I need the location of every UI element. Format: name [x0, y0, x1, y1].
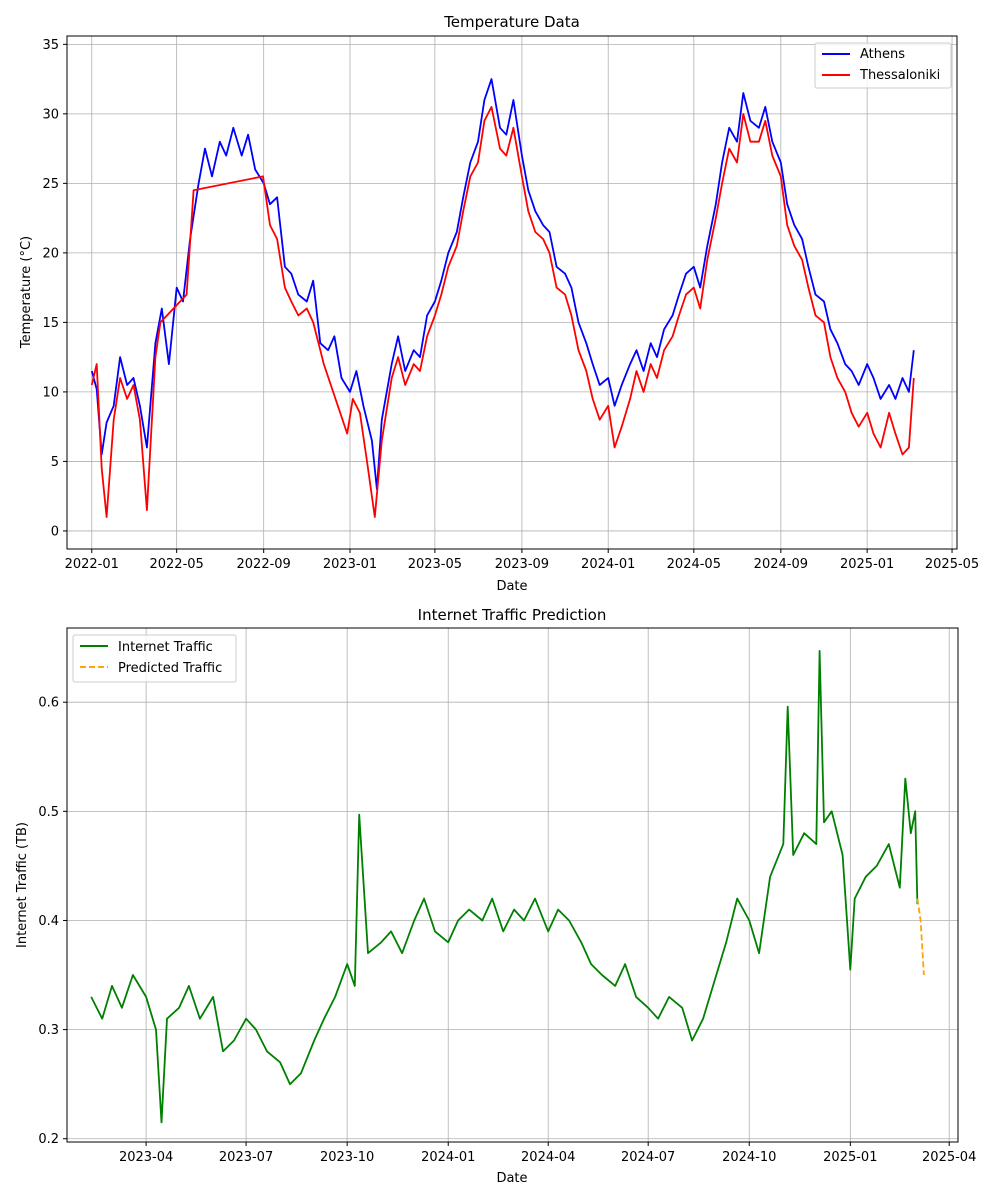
legend-label-predicted-traffic: Predicted Traffic	[118, 661, 222, 676]
y-tick-label: 0.4	[38, 914, 59, 929]
y-tick-label: 20	[42, 246, 59, 261]
x-tick-label: 2025-04	[922, 1150, 976, 1165]
y-tick-label: 0.3	[38, 1023, 59, 1038]
series-line-internet-traffic	[90, 650, 919, 1124]
legend: Internet Traffic Predicted Traffic	[72, 634, 237, 683]
x-tick-label: 2022-09	[237, 557, 291, 572]
y-tick-label: 25	[42, 177, 59, 192]
traffic-panel: Internet Traffic Prediction 2023-04 2023-…	[15, 606, 976, 1186]
y-tick-label: 5	[51, 455, 59, 470]
x-tick-label: 2024-05	[667, 557, 721, 572]
x-tick-label: 2023-01	[323, 557, 377, 572]
x-tick-label: 2022-01	[65, 557, 119, 572]
temperature-panel: Temperature Data 2022-01 2022-05 2022-09 20…	[19, 13, 979, 594]
series-line-predicted-traffic	[916, 898, 925, 976]
series-line-thessaloniki	[90, 106, 915, 518]
legend-label-athens: Athens	[860, 47, 905, 62]
legend: Athens Thessaloniki	[814, 42, 952, 89]
chart-title: Temperature Data	[443, 13, 580, 31]
x-tick-label: 2023-10	[320, 1150, 374, 1165]
plot-frame	[66, 627, 959, 1143]
legend-label-internet-traffic: Internet Traffic	[118, 640, 213, 655]
y-tick-label: 0.5	[38, 805, 59, 820]
x-tick-label: 2024-04	[521, 1150, 575, 1165]
x-axis-label: Date	[496, 579, 527, 594]
y-tick-label: 30	[42, 107, 59, 122]
x-axis-label: Date	[496, 1171, 527, 1186]
x-axis-ticks: 2023-04 2023-07 2023-10 2024-01 2024-04 2024-…	[119, 1142, 976, 1165]
x-tick-label: 2023-09	[495, 557, 549, 572]
x-tick-label: 2024-01	[581, 557, 635, 572]
x-tick-label: 2024-10	[722, 1150, 776, 1165]
x-tick-label: 2022-05	[149, 557, 203, 572]
x-tick-label: 2023-07	[219, 1150, 273, 1165]
y-tick-label: 0.6	[38, 696, 59, 711]
y-axis-label: Temperature (°C)	[19, 236, 34, 349]
chart-title: Internet Traffic Prediction	[418, 606, 607, 624]
x-tick-label: 2025-01	[823, 1150, 877, 1165]
legend-box	[72, 634, 237, 683]
series-line-athens	[90, 78, 915, 491]
plot-frame	[66, 35, 958, 550]
x-axis-ticks: 2022-01 2022-05 2022-09 2023-01 2023-05 2023-…	[65, 549, 979, 572]
x-tick-label: 2024-07	[621, 1150, 675, 1165]
y-axis-ticks: 0 5 10 15 20 25 30 35	[42, 38, 67, 539]
x-tick-label: 2025-01	[840, 557, 894, 572]
x-tick-label: 2025-05	[925, 557, 979, 572]
y-tick-label: 15	[42, 316, 59, 331]
legend-label-thessaloniki: Thessaloniki	[859, 68, 940, 83]
y-tick-label: 35	[42, 38, 59, 53]
series-layer	[90, 650, 925, 1124]
y-axis-label: Internet Traffic (TB)	[15, 822, 30, 948]
x-tick-label: 2023-04	[119, 1150, 173, 1165]
series-layer	[90, 78, 915, 518]
grid-lines	[67, 36, 957, 549]
x-tick-label: 2024-09	[754, 557, 808, 572]
y-tick-label: 10	[42, 385, 59, 400]
grid-lines	[67, 628, 958, 1142]
x-tick-label: 2024-01	[421, 1150, 475, 1165]
y-tick-label: 0.2	[38, 1132, 59, 1147]
y-tick-label: 0	[51, 524, 59, 539]
x-tick-label: 2023-05	[408, 557, 462, 572]
y-axis-ticks: 0.2 0.3 0.4 0.5 0.6	[38, 696, 67, 1147]
